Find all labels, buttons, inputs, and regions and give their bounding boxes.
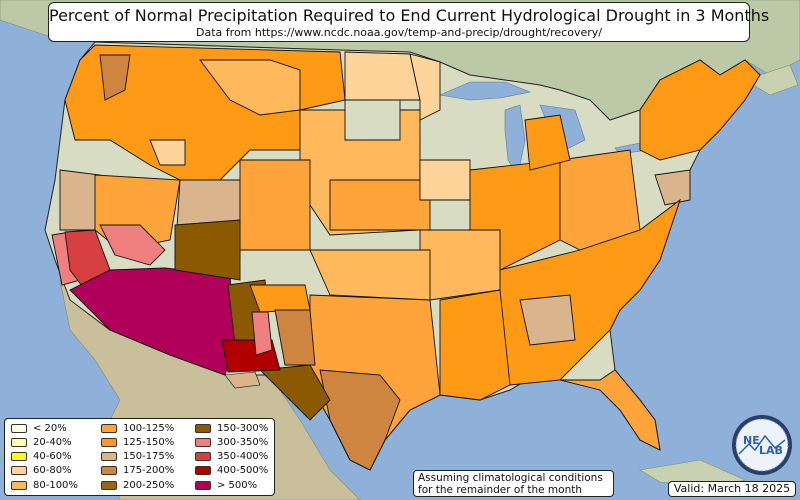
region-deltas <box>439 289 511 401</box>
legend-swatch <box>101 423 117 433</box>
region-sd-pale <box>344 99 401 141</box>
assumption-note: Assuming climatological conditions for t… <box>413 470 614 497</box>
region-mn-light <box>409 53 441 121</box>
legend-item: 300-350% <box>195 436 268 448</box>
region-ozarks <box>419 229 501 301</box>
legend-item: 350-400% <box>195 450 268 462</box>
region-se-tan <box>519 294 576 346</box>
legend-label: < 20% <box>33 422 67 434</box>
note-line-2: for the remainder of the month <box>418 484 583 496</box>
legend-swatch <box>11 437 27 447</box>
legend-item: 80-100% <box>11 479 78 491</box>
region-idaho-tan <box>149 139 186 166</box>
legend-label: 175-200% <box>123 464 175 476</box>
region-mi-orange <box>524 114 571 171</box>
region-oregon-tan <box>59 169 101 231</box>
legend-swatch <box>101 465 117 475</box>
legend-label: > 500% <box>217 479 258 491</box>
legend-swatch <box>195 465 211 475</box>
legend-item: 400-500% <box>195 464 268 476</box>
logo-text-ne: NE <box>743 434 760 447</box>
legend-label: 150-175% <box>123 450 175 462</box>
region-ne-tan <box>654 169 691 206</box>
legend-label: 350-400% <box>217 450 269 462</box>
lake-superior <box>438 81 532 101</box>
legend-swatch <box>195 480 211 490</box>
title-box: Percent of Normal Precipitation Required… <box>48 2 770 42</box>
legend-item: 200-250% <box>101 479 174 491</box>
region-wa-brown <box>99 54 131 101</box>
legend-item: 100-125% <box>101 422 174 434</box>
region-four-corners-brown <box>174 219 241 281</box>
legend-item: 150-175% <box>101 450 174 462</box>
nova-scotia <box>744 64 799 96</box>
legend-swatch <box>101 437 117 447</box>
nexlab-logo: NE LAB <box>732 415 792 475</box>
legend-label: 80-100% <box>33 479 78 491</box>
region-texas-brown <box>319 369 401 471</box>
legend-item: 20-40% <box>11 436 72 448</box>
region-kansas <box>329 179 431 231</box>
legend: < 20% 20-40% 40-60% 60-80% 80-100% 100-1… <box>4 418 275 496</box>
legend-item: 175-200% <box>101 464 174 476</box>
logo-zigzag <box>738 434 786 455</box>
legend-label: 60-80% <box>33 464 72 476</box>
region-northeast <box>639 59 761 161</box>
legend-item: 60-80% <box>11 464 72 476</box>
drought-regions <box>51 44 761 471</box>
legend-item: < 20% <box>11 422 67 434</box>
legend-label: 300-350% <box>217 436 269 448</box>
legend-swatch <box>195 451 211 461</box>
legend-swatch <box>101 451 117 461</box>
legend-label: 20-40% <box>33 436 72 448</box>
legend-label: 40-60% <box>33 450 72 462</box>
legend-item: 125-150% <box>101 436 174 448</box>
region-colorado <box>239 159 311 251</box>
legend-swatch <box>11 465 27 475</box>
logo-dots <box>735 418 789 472</box>
legend-swatch <box>195 437 211 447</box>
legend-label: 400-500% <box>217 464 269 476</box>
region-nm-pink <box>251 311 273 356</box>
legend-swatch <box>101 480 117 490</box>
legend-item: > 500% <box>195 479 257 491</box>
note-line-1: Assuming climatological conditions <box>418 472 603 484</box>
region-nm-orange <box>249 284 311 313</box>
region-sierra-pink <box>99 224 166 266</box>
legend-swatch <box>11 451 27 461</box>
legend-swatch <box>195 423 211 433</box>
legend-label: 100-125% <box>123 422 175 434</box>
legend-item: 40-60% <box>11 450 72 462</box>
legend-item: 150-300% <box>195 422 268 434</box>
legend-swatch <box>11 423 27 433</box>
region-nm-east-brown <box>274 309 316 366</box>
legend-swatch <box>11 480 27 490</box>
legend-label: 125-150% <box>123 436 175 448</box>
logo-text-lab: LAB <box>759 444 783 457</box>
region-florida <box>559 369 661 451</box>
valid-date: Valid: March 18 2025 <box>668 481 796 497</box>
region-mx-border <box>224 371 261 389</box>
logo-inner-disc <box>736 419 788 471</box>
map-title: Percent of Normal Precipitation Required… <box>49 6 770 25</box>
region-iowa-light <box>419 159 471 201</box>
region-nd-light <box>344 51 421 101</box>
legend-label: 200-250% <box>123 479 175 491</box>
legend-label: 150-300% <box>217 422 269 434</box>
map-subtitle: Data from https://www.ncdc.noaa.gov/temp… <box>196 26 602 39</box>
region-big-bend <box>259 364 331 421</box>
